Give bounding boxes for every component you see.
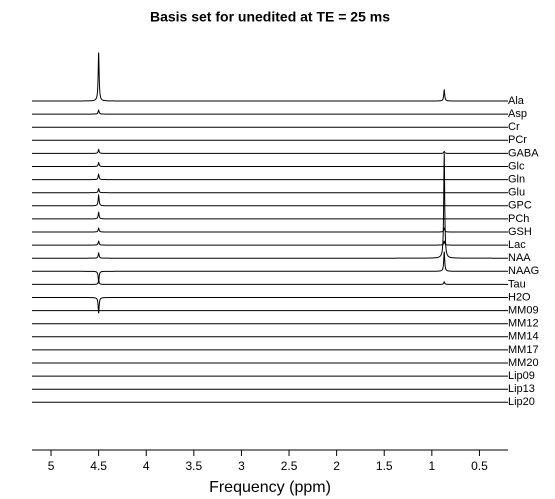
spectrum — [32, 251, 508, 284]
series-label: PCh — [508, 213, 529, 225]
series-label: Cr — [508, 121, 520, 133]
series-label: MM17 — [508, 344, 539, 356]
chart-title: Basis set for unedited at TE = 25 ms — [150, 9, 390, 25]
series-label: Gln — [508, 174, 525, 186]
series-label: Lip20 — [508, 396, 535, 408]
spectrum — [32, 211, 508, 220]
x-tick-label: 1 — [428, 459, 435, 473]
x-axis-label: Frequency (ppm) — [209, 479, 331, 496]
x-tick-label: 2 — [333, 459, 340, 473]
x-tick-label: 5 — [48, 459, 55, 473]
series-label: Lac — [508, 239, 526, 251]
spectrum — [32, 153, 508, 259]
series-label: Glu — [508, 187, 525, 199]
spectrum — [32, 52, 508, 102]
series-label: MM14 — [508, 331, 539, 343]
series-label: Asp — [508, 108, 527, 120]
series-label: NAA — [508, 252, 531, 264]
series-label: GABA — [508, 147, 539, 159]
series-label: Tau — [508, 278, 526, 290]
series-label: H2O — [508, 291, 531, 303]
spectrum — [32, 173, 508, 181]
spectrum — [32, 240, 508, 246]
x-tick-label: 4 — [143, 459, 150, 473]
series-label: GPC — [508, 200, 532, 212]
series-label: Glc — [508, 160, 525, 172]
x-tick-label: 3 — [238, 459, 245, 473]
series-label: MM12 — [508, 318, 539, 330]
x-tick-label: 2.5 — [281, 459, 298, 473]
series-label: MM20 — [508, 357, 539, 369]
series-label: PCr — [508, 134, 527, 146]
x-tick-label: 3.5 — [185, 459, 202, 473]
x-tick-label: 4.5 — [90, 459, 107, 473]
spectrum — [32, 148, 508, 154]
series-label: Ala — [508, 95, 525, 107]
spectrum — [32, 161, 508, 167]
series-label: MM09 — [508, 305, 539, 317]
spectrum — [32, 227, 508, 233]
series-label: Lip13 — [508, 383, 535, 395]
series-label: NAAG — [508, 265, 539, 277]
x-tick-label: 0.5 — [471, 459, 488, 473]
spectrum — [32, 193, 508, 207]
spectrum — [32, 297, 508, 314]
series-label: Lip09 — [508, 370, 535, 382]
series-label: GSH — [508, 226, 532, 238]
spectrum — [32, 187, 508, 194]
spectrum — [32, 279, 508, 285]
x-tick-label: 1.5 — [376, 459, 393, 473]
spectrum — [32, 109, 508, 115]
